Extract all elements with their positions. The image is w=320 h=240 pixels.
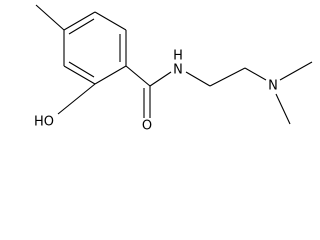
bond [94,65,127,85]
bond [125,65,151,87]
bond [57,83,96,115]
page: HO O H N N (() => { const data = JSON.pa… [33,4,313,133]
bond [185,71,211,87]
atom-label: H [173,49,183,64]
atom-label: N [173,63,183,78]
bond [63,11,96,31]
bond [68,61,95,78]
bond [94,11,127,31]
atom-label: O [142,119,152,133]
bond [279,61,313,81]
bonds [35,4,313,125]
structure: HO O H N N [34,4,313,133]
atom-label: HO [34,115,54,130]
bond [149,71,172,87]
bond [244,67,267,81]
bond [63,65,96,85]
bond [35,4,65,31]
bond [68,18,95,35]
bond [209,67,246,87]
bond [275,93,291,125]
atom-label: N [268,79,278,94]
